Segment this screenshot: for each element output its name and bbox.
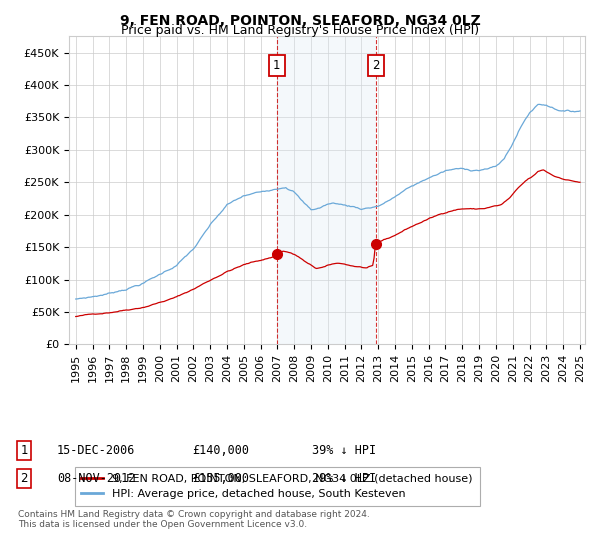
- Bar: [277, 36, 376, 344]
- Text: 15-DEC-2006: 15-DEC-2006: [57, 444, 136, 458]
- Legend: 9, FEN ROAD, POINTON, SLEAFORD, NG34 0LZ (detached house), HPI: Average price, d: 9, FEN ROAD, POINTON, SLEAFORD, NG34 0LZ…: [74, 467, 479, 506]
- Text: 29% ↓ HPI: 29% ↓ HPI: [312, 472, 376, 486]
- Text: Contains HM Land Registry data © Crown copyright and database right 2024.
This d: Contains HM Land Registry data © Crown c…: [18, 510, 370, 529]
- Text: 1: 1: [273, 59, 280, 72]
- Text: 1: 1: [20, 444, 28, 458]
- Text: 2: 2: [20, 472, 28, 486]
- Text: £140,000: £140,000: [192, 444, 249, 458]
- Text: 9, FEN ROAD, POINTON, SLEAFORD, NG34 0LZ: 9, FEN ROAD, POINTON, SLEAFORD, NG34 0LZ: [119, 14, 481, 28]
- Text: 08-NOV-2012: 08-NOV-2012: [57, 472, 136, 486]
- Text: 2: 2: [372, 59, 379, 72]
- Text: Price paid vs. HM Land Registry's House Price Index (HPI): Price paid vs. HM Land Registry's House …: [121, 24, 479, 37]
- Text: £155,000: £155,000: [192, 472, 249, 486]
- Text: 39% ↓ HPI: 39% ↓ HPI: [312, 444, 376, 458]
